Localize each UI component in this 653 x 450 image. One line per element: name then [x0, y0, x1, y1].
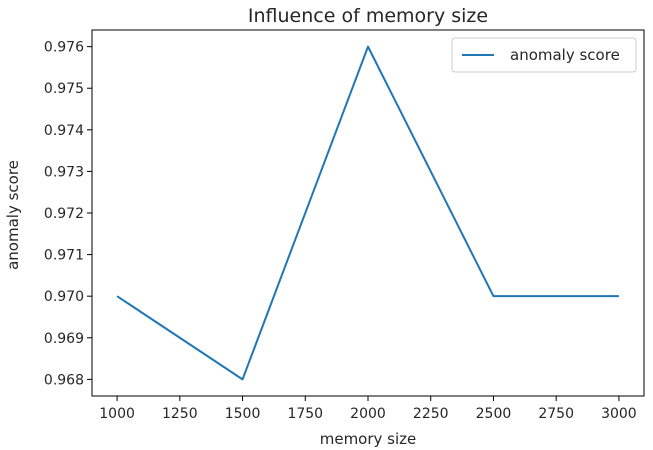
x-tick-label: 2750: [538, 406, 574, 422]
y-tick-label: 0.974: [44, 123, 84, 139]
x-tick-label: 1250: [162, 406, 198, 422]
x-tick-label: 2500: [476, 406, 512, 422]
y-tick-label: 0.972: [44, 206, 84, 222]
x-tick-label: 3000: [601, 406, 637, 422]
x-tick-label: 1500: [225, 406, 261, 422]
y-tick-label: 0.973: [44, 164, 84, 180]
y-tick-label: 0.968: [44, 372, 84, 388]
x-tick-label: 2250: [413, 406, 449, 422]
plot-frame: [91, 29, 645, 397]
series-line: [116, 45, 619, 381]
y-tick-label: 0.971: [44, 248, 84, 264]
x-axis-label: memory size: [320, 430, 417, 448]
x-tick-label: 1000: [99, 406, 135, 422]
y-tick-label: 0.976: [44, 40, 84, 56]
legend-box: [451, 37, 637, 73]
y-tick-label: 0.970: [44, 289, 84, 305]
plot-area: 1000 1250 1500 1750 2000 2250 2500 2750 3000 0.96…: [44, 29, 645, 422]
x-tick-label: 2000: [350, 406, 386, 422]
y-axis-label: anomaly score: [4, 160, 22, 270]
y-tick-label: 0.969: [44, 331, 84, 347]
y-tick-label: 0.975: [44, 81, 84, 97]
chart-title: Influence of memory size: [248, 5, 488, 27]
legend-label: anomaly score: [510, 46, 620, 64]
x-tick-label: 1750: [287, 406, 323, 422]
legend: anomaly score: [451, 37, 637, 73]
